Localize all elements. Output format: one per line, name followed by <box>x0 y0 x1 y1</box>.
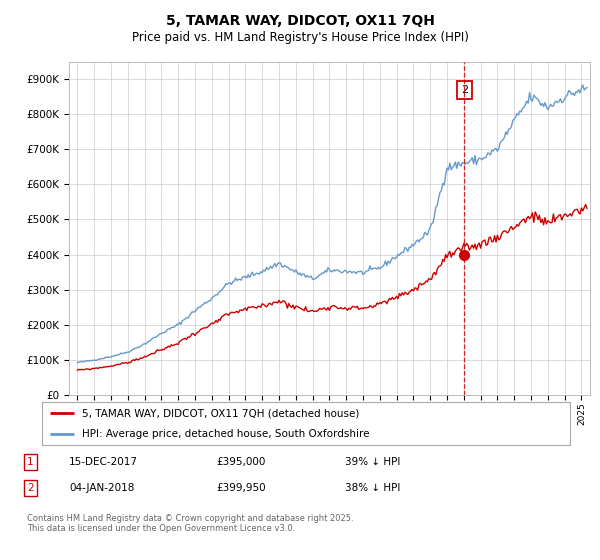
Text: 5, TAMAR WAY, DIDCOT, OX11 7QH (detached house): 5, TAMAR WAY, DIDCOT, OX11 7QH (detached… <box>82 408 359 418</box>
Text: Contains HM Land Registry data © Crown copyright and database right 2025.
This d: Contains HM Land Registry data © Crown c… <box>27 514 353 533</box>
Text: 15-DEC-2017: 15-DEC-2017 <box>69 457 138 467</box>
Text: 38% ↓ HPI: 38% ↓ HPI <box>345 483 400 493</box>
Text: Price paid vs. HM Land Registry's House Price Index (HPI): Price paid vs. HM Land Registry's House … <box>131 31 469 44</box>
Text: 39% ↓ HPI: 39% ↓ HPI <box>345 457 400 467</box>
Text: £395,000: £395,000 <box>216 457 265 467</box>
Text: 1: 1 <box>27 457 34 467</box>
Text: HPI: Average price, detached house, South Oxfordshire: HPI: Average price, detached house, Sout… <box>82 430 369 439</box>
Text: 5, TAMAR WAY, DIDCOT, OX11 7QH: 5, TAMAR WAY, DIDCOT, OX11 7QH <box>166 14 434 28</box>
Text: 2: 2 <box>461 85 468 95</box>
Text: 2: 2 <box>27 483 34 493</box>
Text: 04-JAN-2018: 04-JAN-2018 <box>69 483 134 493</box>
Text: £399,950: £399,950 <box>216 483 266 493</box>
